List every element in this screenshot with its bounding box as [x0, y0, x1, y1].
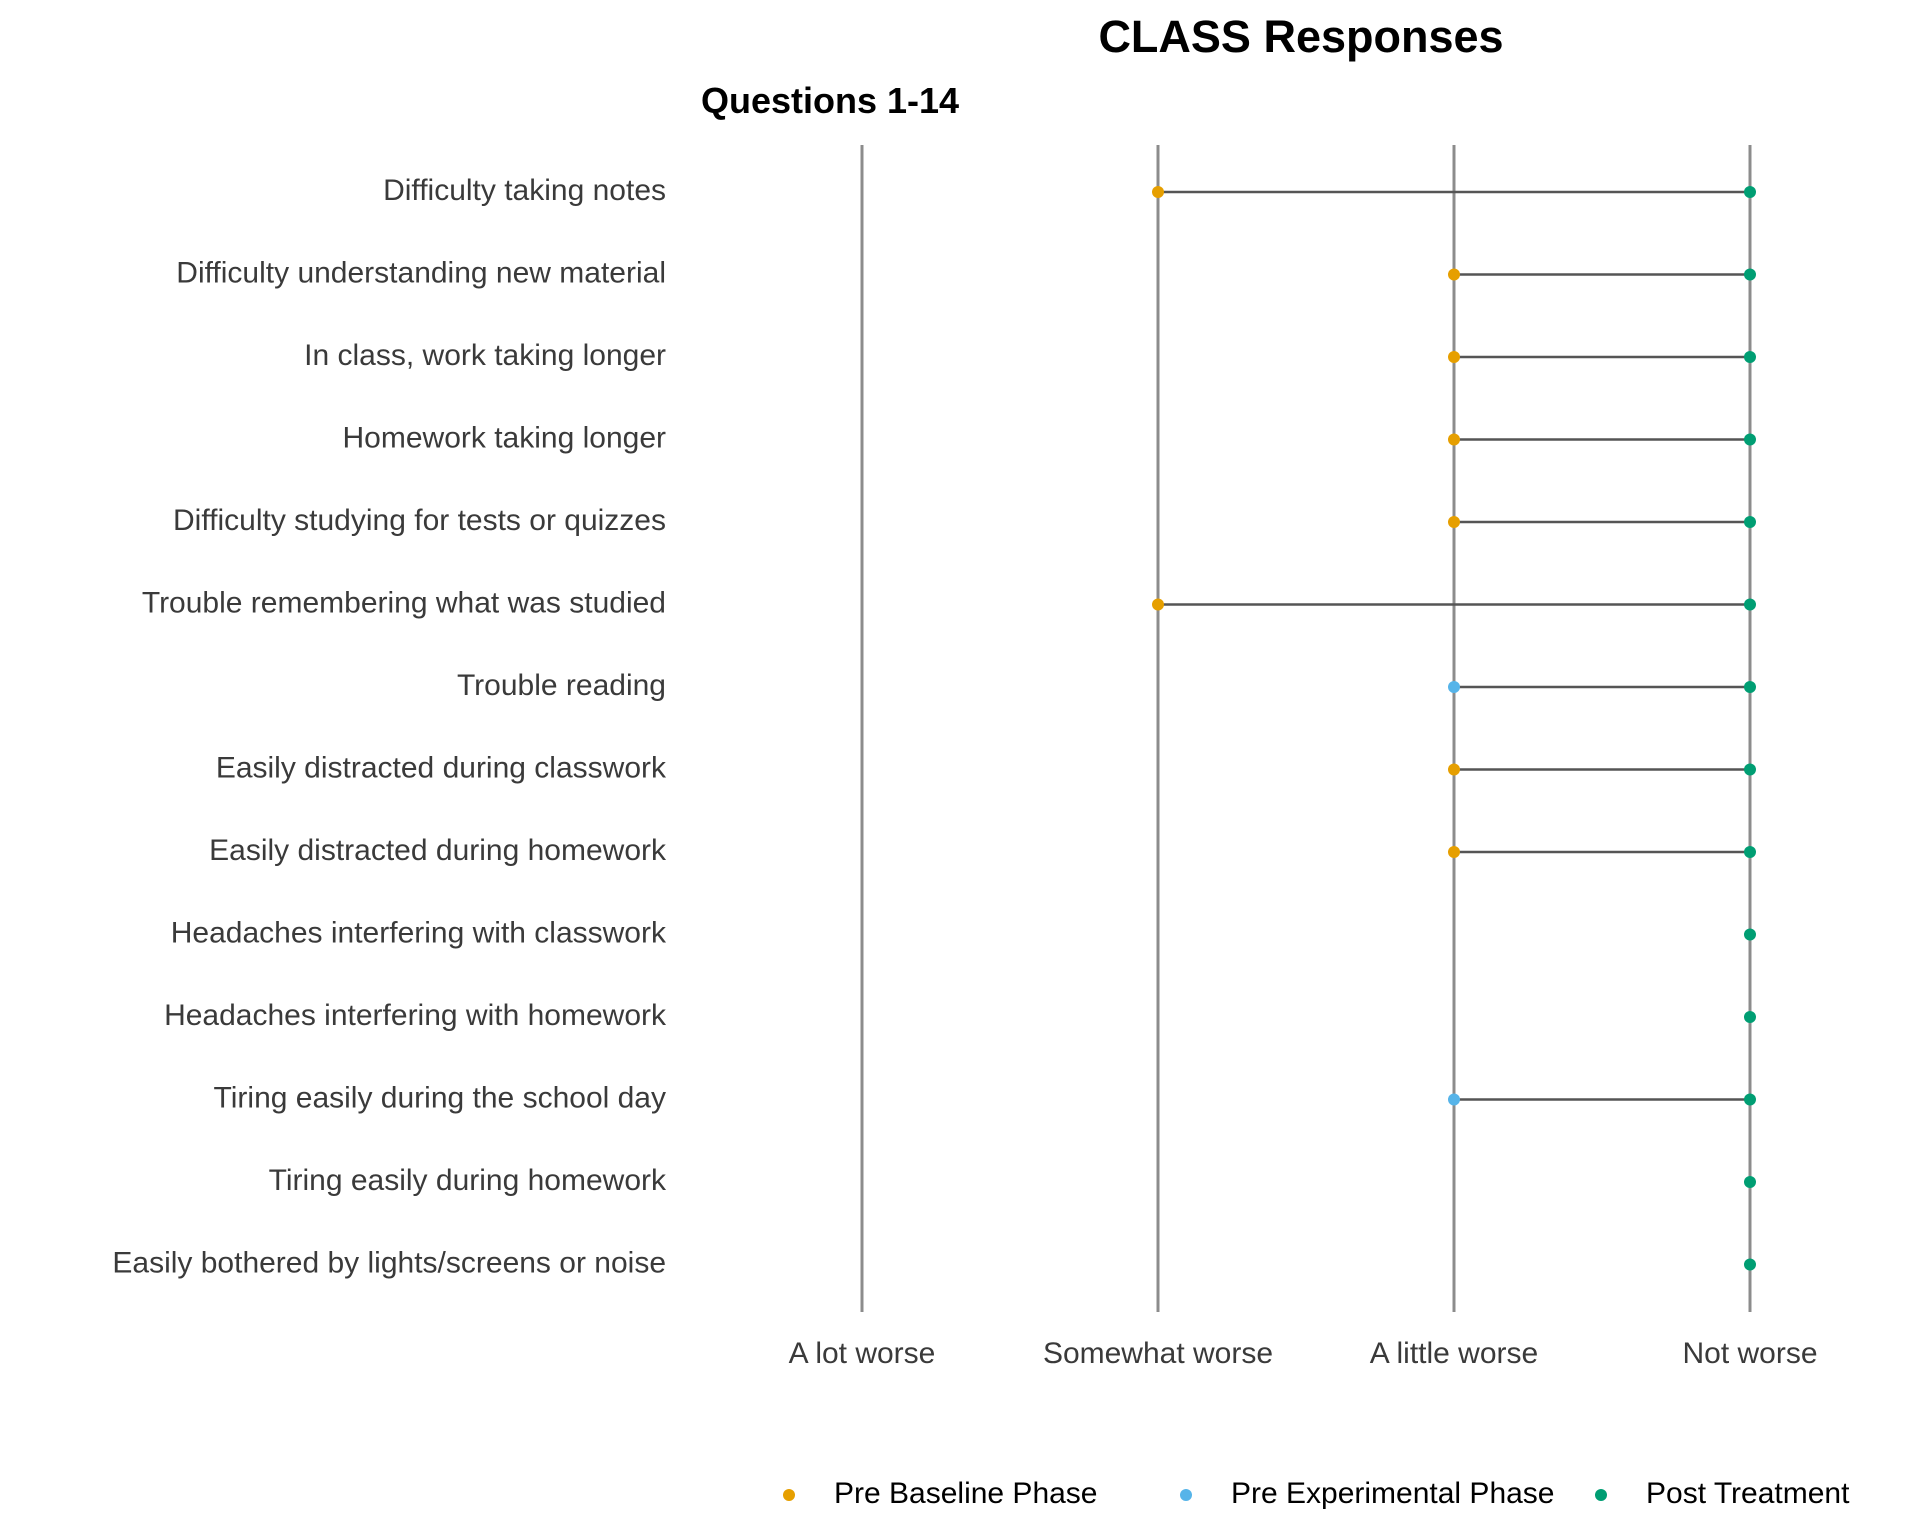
- post-point: [1744, 186, 1756, 198]
- x-tick-label: A lot worse: [789, 1337, 936, 1370]
- legend-marker: [783, 1489, 795, 1501]
- question-label: Easily bothered by lights/screens or noi…: [112, 1246, 666, 1279]
- question-label: Homework taking longer: [343, 421, 666, 454]
- question-label: Difficulty studying for tests or quizzes: [173, 504, 666, 537]
- question-label: In class, work taking longer: [304, 339, 666, 372]
- connector-lines: [1158, 190, 1750, 1101]
- pre-point: [1448, 433, 1460, 446]
- x-tick-label: Somewhat worse: [1043, 1337, 1273, 1370]
- question-label: Difficulty taking notes: [383, 174, 666, 207]
- question-label: Easily distracted during classwork: [216, 751, 667, 784]
- pre-point: [1448, 846, 1460, 858]
- x-tick-label: Not worse: [1682, 1337, 1817, 1370]
- pre-point: [1448, 763, 1460, 776]
- x-axis-tick-labels: A lot worse Somewhat worse A little worse N…: [789, 1337, 1818, 1370]
- question-label: Headaches interfering with classwork: [171, 916, 667, 949]
- post-point: [1744, 1011, 1756, 1023]
- legend-marker: [1180, 1489, 1192, 1501]
- pre-point: [1448, 681, 1460, 693]
- post-point: [1744, 681, 1756, 693]
- question-label: Easily distracted during homework: [209, 834, 667, 867]
- gridlines: [860, 145, 1752, 1312]
- legend: Pre Baseline Phase Pre Experimental Phase…: [783, 1477, 1850, 1510]
- legend-label: Pre Experimental Phase: [1231, 1477, 1555, 1510]
- post-point: [1744, 1093, 1756, 1106]
- question-label: Tiring easily during homework: [269, 1164, 667, 1197]
- chart-title: CLASS Responses: [1098, 11, 1503, 62]
- legend-label: Pre Baseline Phase: [834, 1477, 1098, 1510]
- post-point: [1744, 433, 1756, 446]
- chart-subtitle: Questions 1-14: [701, 80, 959, 121]
- post-point: [1744, 268, 1756, 281]
- pre-point: [1448, 351, 1460, 363]
- pre-point: [1448, 268, 1460, 281]
- post-point: [1744, 1176, 1756, 1188]
- data-points: [1152, 186, 1756, 1271]
- question-label: Tiring easily during the school day: [214, 1081, 666, 1114]
- post-point: [1744, 763, 1756, 776]
- post-point: [1744, 516, 1756, 528]
- post-point: [1744, 928, 1756, 941]
- question-label: Headaches interfering with homework: [164, 999, 667, 1032]
- pre-point: [1152, 186, 1164, 198]
- post-point: [1744, 1258, 1756, 1271]
- question-label: Difficulty understanding new material: [176, 256, 666, 289]
- pre-point: [1448, 1093, 1460, 1106]
- pre-point: [1448, 516, 1460, 528]
- post-point: [1744, 351, 1756, 363]
- question-label: Trouble remembering what was studied: [142, 586, 666, 619]
- legend-marker: [1595, 1489, 1607, 1501]
- legend-label: Post Treatment: [1646, 1477, 1850, 1510]
- post-point: [1744, 598, 1756, 611]
- post-point: [1744, 846, 1756, 858]
- x-tick-label: A little worse: [1370, 1337, 1538, 1370]
- question-labels: Difficulty taking notes Difficulty unders…: [112, 174, 667, 1280]
- question-label: Trouble reading: [457, 669, 666, 702]
- pre-point: [1152, 598, 1164, 611]
